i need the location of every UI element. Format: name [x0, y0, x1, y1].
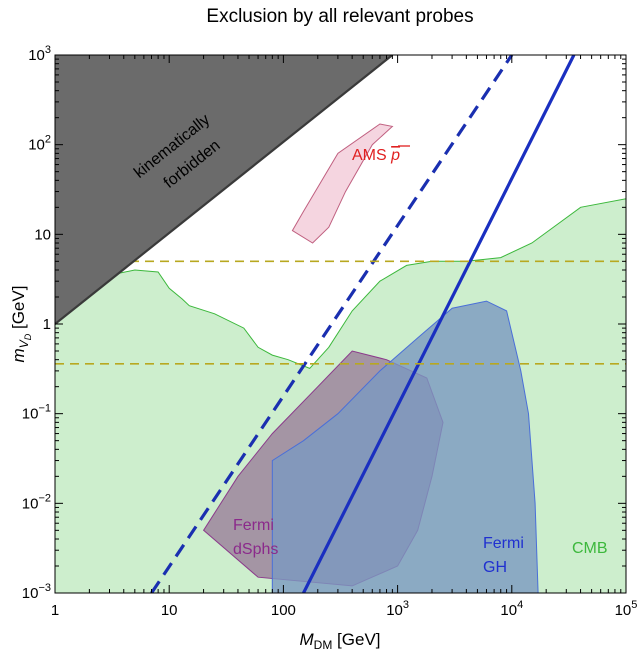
region-label-2: Fermi GH	[483, 535, 524, 576]
y-tick-label: 10−2	[22, 492, 51, 512]
y-tick-label: 1	[43, 316, 51, 333]
y-axis-title-unit: [GeV]	[9, 286, 28, 334]
region-label-1: Fermi dSphs	[233, 517, 278, 558]
x-axis-title-main: M	[299, 630, 314, 649]
x-tick-label: 104	[500, 599, 523, 619]
y-axis-title-main: m	[9, 348, 28, 362]
line-solid-blue	[302, 55, 576, 593]
region-ams-p	[291, 123, 394, 244]
y-axis-title-sub1: V	[17, 339, 31, 348]
y-tick-label: 10−1	[22, 403, 51, 423]
x-tick-label: 103	[386, 599, 409, 619]
x-tick-label: 1	[51, 602, 59, 619]
x-tick-label: 10	[161, 602, 178, 619]
chart-title: Exclusion by all relevant probes	[206, 6, 473, 27]
region-label-0: AMS p	[352, 147, 400, 164]
y-tick-label: 103	[28, 44, 51, 64]
y-tick-label: 10−3	[22, 582, 51, 602]
y-axis-title-sub2: D	[23, 333, 33, 340]
x-tick-label: 105	[615, 599, 638, 619]
kinematic-boundary-line	[55, 55, 394, 325]
y-tick-label: 10	[34, 226, 51, 243]
line-dashed-blue	[150, 55, 514, 593]
x-tick-label: 100	[271, 602, 296, 619]
y-tick-label: 102	[28, 134, 51, 154]
x-axis-title: MDM [GeV]	[299, 630, 380, 652]
region-label-3: CMB	[572, 540, 608, 557]
x-axis-title-sub: DM	[314, 638, 333, 652]
y-axis-title: mVD [GeV]	[9, 286, 33, 363]
x-axis-title-unit: [GeV]	[332, 630, 380, 649]
